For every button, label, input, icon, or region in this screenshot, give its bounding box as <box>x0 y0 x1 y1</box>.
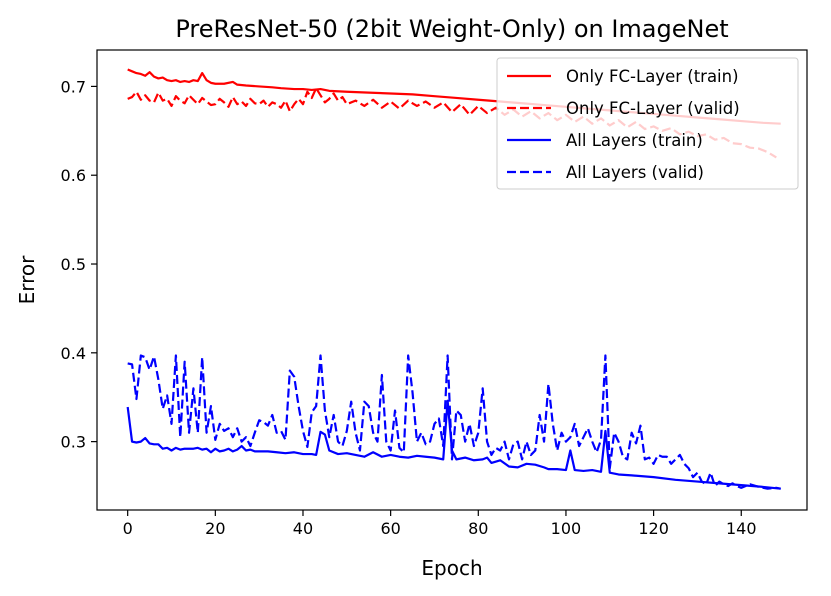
legend-label: Only FC-Layer (train) <box>566 67 739 86</box>
y-axis-label: Error <box>15 255 39 305</box>
x-axis: 0 20 40 60 80 100 120 140 <box>123 510 757 538</box>
y-tick-label: 0.3 <box>61 433 86 452</box>
series-line-all-layers-train <box>126 399 781 490</box>
x-tick-label: 80 <box>468 519 488 538</box>
legend-label: All Layers (valid) <box>566 163 704 182</box>
x-tick-label: 120 <box>638 519 669 538</box>
x-tick-label: 40 <box>293 519 313 538</box>
x-tick-label: 60 <box>380 519 400 538</box>
y-tick-label: 0.6 <box>61 166 86 185</box>
legend-box <box>496 57 799 190</box>
legend-label: All Layers (train) <box>566 131 703 150</box>
legend: Only FC-Layer (train) Only FC-Layer (vali… <box>496 57 799 190</box>
x-tick-label: 140 <box>726 519 757 538</box>
legend-label: Only FC-Layer (valid) <box>566 99 740 118</box>
x-axis-label: Epoch <box>421 556 482 580</box>
y-axis: 0.3 0.4 0.5 0.6 0.7 <box>61 77 97 452</box>
y-tick-label: 0.5 <box>61 255 86 274</box>
y-tick-label: 0.4 <box>61 344 86 363</box>
x-tick-label: 100 <box>551 519 582 538</box>
x-tick-label: 20 <box>205 519 225 538</box>
chart-title: PreResNet-50 (2bit Weight-Only) on Image… <box>175 15 728 43</box>
plot-area-frame <box>96 49 808 511</box>
x-tick-label: 0 <box>123 519 133 538</box>
y-tick-label: 0.7 <box>61 77 86 96</box>
series-line-all-layers-valid <box>127 354 781 490</box>
